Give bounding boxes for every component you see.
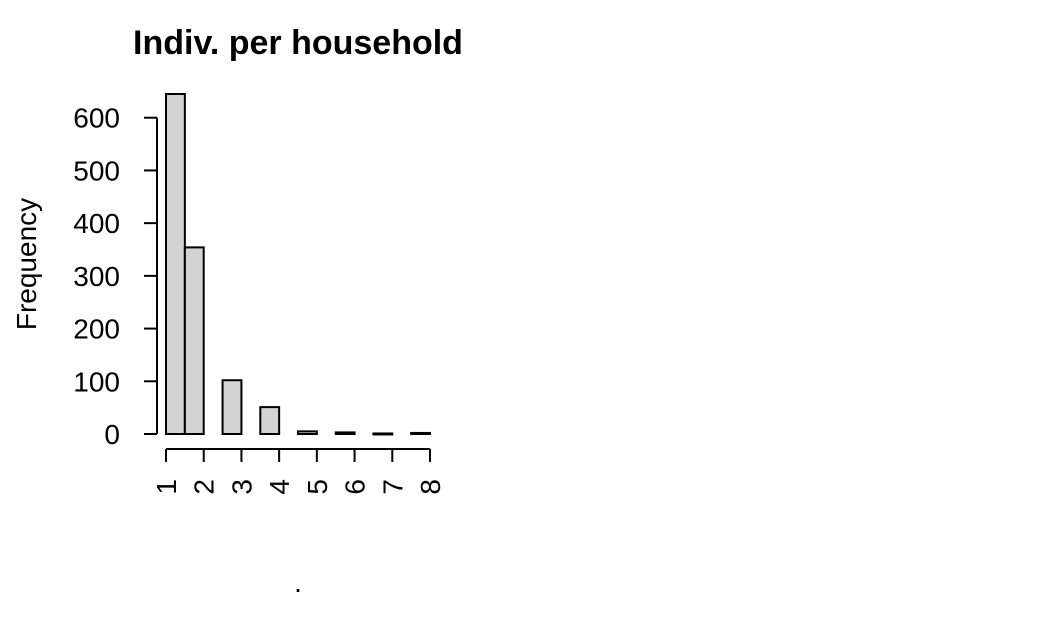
x-tick-label: 7 bbox=[377, 479, 408, 495]
histogram-bar bbox=[165, 93, 186, 435]
histogram-bar bbox=[221, 379, 243, 435]
y-axis: 0 100 200 300 400 500 600 bbox=[73, 103, 158, 450]
y-tick-label: 500 bbox=[73, 155, 120, 186]
histogram-bar bbox=[410, 431, 431, 436]
x-tick-label: 6 bbox=[340, 479, 371, 495]
x-axis-label: . bbox=[294, 567, 302, 598]
y-tick-label: 0 bbox=[104, 419, 120, 450]
histogram-bar bbox=[372, 432, 394, 436]
x-tick-label: 5 bbox=[302, 479, 333, 495]
chart-title: Indiv. per household bbox=[133, 24, 463, 62]
y-tick-label: 200 bbox=[73, 314, 120, 345]
y-tick-label: 300 bbox=[73, 261, 120, 292]
histogram-bar bbox=[183, 246, 205, 435]
histogram-bar bbox=[334, 431, 356, 436]
y-axis-label: Frequency bbox=[11, 198, 42, 330]
bars-group bbox=[165, 93, 431, 436]
x-tick-label: 3 bbox=[226, 479, 257, 495]
x-tick-label: 4 bbox=[264, 479, 295, 495]
x-tick-label: 8 bbox=[415, 479, 446, 495]
y-tick-label: 100 bbox=[73, 366, 120, 397]
y-tick-label: 600 bbox=[73, 103, 120, 134]
histogram-bar bbox=[297, 430, 318, 436]
histogram-bar bbox=[259, 406, 281, 435]
x-tick-label: 1 bbox=[151, 479, 182, 495]
x-tick-label: 2 bbox=[189, 479, 220, 495]
y-tick-label: 400 bbox=[73, 208, 120, 239]
